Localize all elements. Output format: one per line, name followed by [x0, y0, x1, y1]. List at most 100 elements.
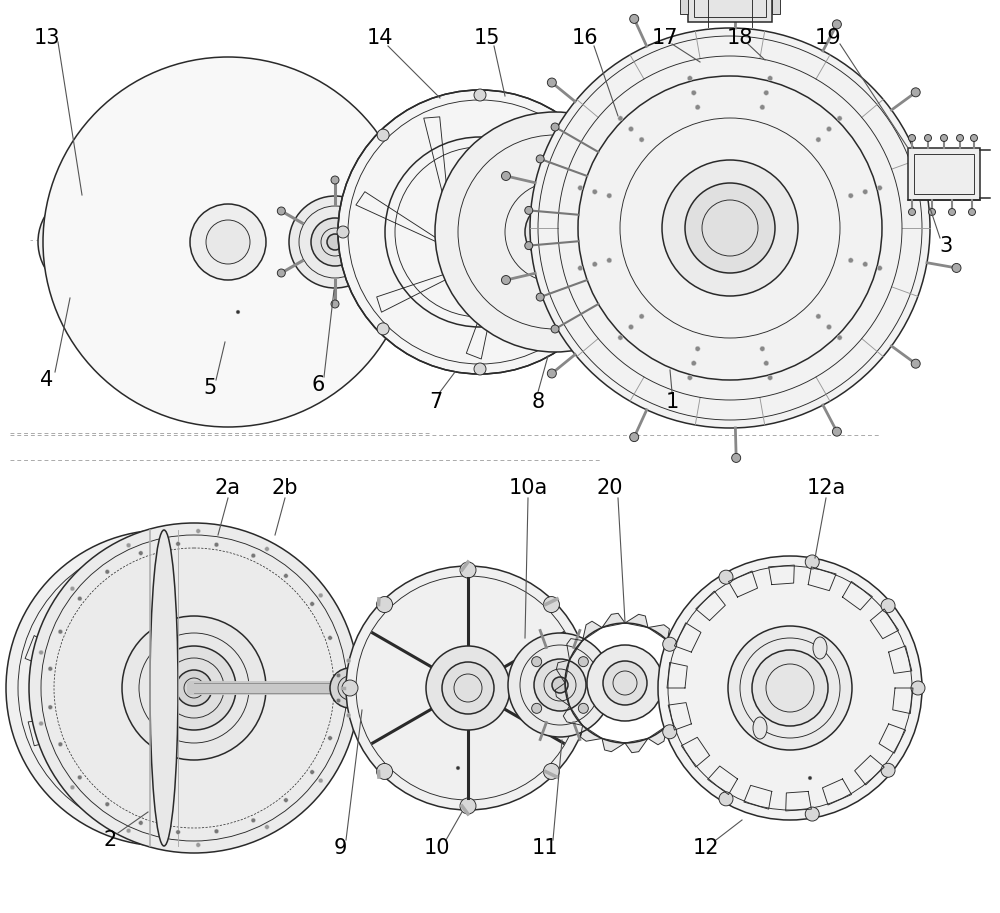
Circle shape — [206, 220, 250, 264]
Circle shape — [39, 721, 43, 726]
Circle shape — [426, 646, 510, 730]
Circle shape — [331, 300, 339, 308]
Polygon shape — [69, 570, 123, 650]
Polygon shape — [472, 117, 545, 198]
Circle shape — [592, 262, 597, 267]
Circle shape — [337, 226, 349, 238]
Circle shape — [832, 20, 841, 29]
Circle shape — [319, 779, 323, 782]
Polygon shape — [581, 726, 602, 741]
Circle shape — [630, 433, 639, 442]
Circle shape — [377, 323, 389, 335]
Ellipse shape — [813, 637, 827, 659]
Circle shape — [863, 189, 868, 194]
Polygon shape — [205, 726, 259, 807]
Circle shape — [658, 556, 922, 820]
Circle shape — [629, 324, 634, 330]
Circle shape — [327, 234, 343, 250]
Circle shape — [342, 680, 358, 696]
Polygon shape — [217, 630, 300, 663]
Circle shape — [571, 129, 583, 142]
Circle shape — [46, 261, 54, 269]
Text: 4: 4 — [40, 370, 54, 390]
Polygon shape — [680, 660, 695, 683]
Circle shape — [881, 763, 895, 777]
Circle shape — [881, 599, 895, 613]
Circle shape — [837, 335, 842, 341]
Polygon shape — [466, 259, 502, 359]
Polygon shape — [184, 565, 254, 635]
Polygon shape — [625, 614, 648, 627]
Text: 10a: 10a — [508, 478, 548, 498]
Circle shape — [336, 673, 341, 677]
Circle shape — [764, 361, 769, 366]
Bar — [914, 154, 974, 194]
Circle shape — [532, 703, 542, 713]
Circle shape — [525, 242, 533, 249]
Circle shape — [687, 76, 692, 80]
Text: 12: 12 — [693, 838, 719, 858]
Bar — [908, 148, 980, 200]
Circle shape — [760, 105, 765, 110]
Polygon shape — [377, 267, 472, 312]
Circle shape — [289, 196, 381, 288]
Circle shape — [196, 529, 200, 533]
Polygon shape — [842, 582, 872, 610]
Text: 13: 13 — [34, 28, 60, 48]
Text: 9: 9 — [333, 838, 347, 858]
Circle shape — [911, 88, 920, 97]
Circle shape — [816, 137, 821, 142]
Text: 11: 11 — [532, 838, 558, 858]
Circle shape — [948, 208, 956, 215]
Circle shape — [534, 659, 586, 711]
Circle shape — [319, 593, 323, 598]
Text: 3: 3 — [939, 236, 953, 256]
Circle shape — [48, 705, 52, 709]
Circle shape — [940, 134, 948, 142]
Ellipse shape — [753, 717, 767, 739]
Circle shape — [752, 650, 828, 726]
Circle shape — [928, 208, 936, 215]
Circle shape — [970, 134, 978, 142]
Text: 2b: 2b — [272, 478, 298, 498]
Circle shape — [265, 824, 269, 829]
Circle shape — [832, 427, 841, 436]
Polygon shape — [667, 663, 687, 688]
Circle shape — [592, 189, 597, 194]
Circle shape — [70, 222, 110, 262]
Circle shape — [346, 713, 351, 718]
Circle shape — [837, 116, 842, 121]
Circle shape — [105, 570, 109, 574]
Circle shape — [58, 742, 63, 747]
Circle shape — [152, 646, 236, 730]
Circle shape — [78, 596, 82, 601]
Text: 7: 7 — [429, 392, 443, 412]
Circle shape — [474, 363, 486, 375]
Polygon shape — [893, 688, 913, 714]
Polygon shape — [154, 750, 184, 829]
Circle shape — [547, 78, 556, 87]
Polygon shape — [808, 567, 836, 591]
Polygon shape — [744, 785, 772, 809]
Circle shape — [43, 57, 413, 427]
Circle shape — [578, 703, 588, 713]
Circle shape — [728, 626, 852, 750]
Circle shape — [46, 215, 54, 223]
Circle shape — [331, 176, 339, 184]
Polygon shape — [667, 706, 683, 728]
Circle shape — [826, 324, 831, 330]
Polygon shape — [556, 660, 570, 683]
Circle shape — [530, 28, 930, 428]
Circle shape — [328, 635, 332, 640]
Circle shape — [277, 207, 285, 215]
Text: 16: 16 — [572, 28, 598, 48]
Circle shape — [214, 542, 219, 547]
Circle shape — [578, 185, 583, 191]
Circle shape — [176, 541, 180, 546]
Text: 5: 5 — [203, 378, 217, 398]
Circle shape — [956, 134, 964, 142]
Circle shape — [126, 215, 134, 223]
Circle shape — [587, 645, 663, 721]
Circle shape — [284, 573, 288, 578]
Polygon shape — [648, 624, 669, 641]
